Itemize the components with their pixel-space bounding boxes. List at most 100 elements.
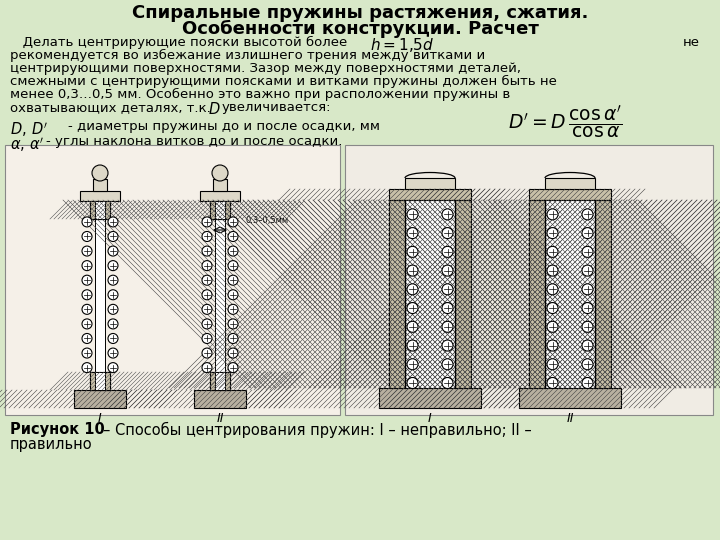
Text: Особенности конструкции. Расчет: Особенности конструкции. Расчет <box>181 20 539 38</box>
Circle shape <box>202 275 212 285</box>
Circle shape <box>82 363 92 373</box>
Circle shape <box>82 232 92 241</box>
Circle shape <box>407 340 418 351</box>
Text: охватывающих деталях, т.к.: охватывающих деталях, т.к. <box>10 101 211 114</box>
Circle shape <box>108 261 118 271</box>
Circle shape <box>407 209 418 220</box>
Circle shape <box>202 348 212 358</box>
Circle shape <box>442 265 453 276</box>
Bar <box>90 372 110 390</box>
Text: 0,3–0,5мм: 0,3–0,5мм <box>245 216 288 225</box>
Circle shape <box>547 246 558 258</box>
Circle shape <box>407 359 418 370</box>
Circle shape <box>442 321 453 332</box>
Circle shape <box>108 319 118 329</box>
Circle shape <box>547 227 558 239</box>
Circle shape <box>582 340 593 351</box>
Text: $D$: $D$ <box>208 101 220 117</box>
Circle shape <box>547 340 558 351</box>
Circle shape <box>582 359 593 370</box>
Circle shape <box>202 261 212 271</box>
Circle shape <box>202 217 212 227</box>
Circle shape <box>228 363 238 373</box>
Circle shape <box>582 284 593 295</box>
Bar <box>5 145 340 415</box>
Circle shape <box>82 348 92 358</box>
Circle shape <box>202 334 212 343</box>
Circle shape <box>407 265 418 276</box>
Bar <box>529 189 611 200</box>
Bar <box>213 179 227 191</box>
Circle shape <box>228 319 238 329</box>
Text: $D' = D\,\dfrac{\cos\alpha'}{\cos\alpha}$: $D' = D\,\dfrac{\cos\alpha'}{\cos\alpha}… <box>508 103 622 140</box>
Text: правильно: правильно <box>10 437 93 452</box>
Bar <box>595 200 611 388</box>
Bar <box>194 390 246 408</box>
Circle shape <box>82 319 92 329</box>
Bar <box>215 219 225 372</box>
Circle shape <box>108 348 118 358</box>
Circle shape <box>442 246 453 258</box>
Circle shape <box>82 246 92 256</box>
Text: $\alpha,\,\alpha'$: $\alpha,\,\alpha'$ <box>10 135 45 153</box>
Circle shape <box>407 284 418 295</box>
Circle shape <box>442 209 453 220</box>
Bar <box>95 372 105 390</box>
Circle shape <box>108 334 118 343</box>
Circle shape <box>108 217 118 227</box>
Bar <box>405 178 455 189</box>
Bar <box>90 372 110 390</box>
Circle shape <box>202 305 212 314</box>
Bar <box>80 191 120 201</box>
Circle shape <box>582 209 593 220</box>
Circle shape <box>547 377 558 388</box>
Circle shape <box>108 363 118 373</box>
Circle shape <box>108 275 118 285</box>
Bar <box>200 191 240 201</box>
Circle shape <box>547 359 558 370</box>
Circle shape <box>442 302 453 314</box>
Circle shape <box>82 334 92 343</box>
Circle shape <box>228 261 238 271</box>
Circle shape <box>582 321 593 332</box>
Bar <box>74 390 126 408</box>
Circle shape <box>82 261 92 271</box>
Text: II: II <box>216 412 224 425</box>
Bar <box>95 201 105 219</box>
Circle shape <box>442 377 453 388</box>
Circle shape <box>407 302 418 314</box>
Circle shape <box>228 348 238 358</box>
Text: центрирующими поверхностями. Зазор между поверхностями деталей,: центрирующими поверхностями. Зазор между… <box>10 62 521 75</box>
Circle shape <box>228 290 238 300</box>
Bar <box>545 200 595 388</box>
Bar <box>379 388 481 408</box>
Bar <box>210 372 230 390</box>
Text: рекомендуется во избежание излишнего трения между витками и: рекомендуется во избежание излишнего тре… <box>10 49 485 62</box>
Circle shape <box>228 305 238 314</box>
Circle shape <box>442 359 453 370</box>
Circle shape <box>547 321 558 332</box>
Bar <box>345 145 713 415</box>
Text: - углы наклона витков до и после осадки.: - углы наклона витков до и после осадки. <box>46 135 343 148</box>
Circle shape <box>547 265 558 276</box>
Bar <box>93 179 107 191</box>
Text: I: I <box>428 412 432 425</box>
Bar <box>210 372 230 390</box>
Circle shape <box>547 284 558 295</box>
Bar <box>215 372 225 390</box>
Circle shape <box>582 265 593 276</box>
Text: I: I <box>98 412 102 425</box>
Bar <box>455 200 471 388</box>
Circle shape <box>82 217 92 227</box>
Text: $h=1{,}5d$: $h=1{,}5d$ <box>370 36 434 54</box>
Circle shape <box>407 377 418 388</box>
Text: – Способы центрирования пружин: I – неправильно; II –: – Способы центрирования пружин: I – непр… <box>103 422 532 438</box>
Text: $D,\,D'$: $D,\,D'$ <box>10 120 48 139</box>
Circle shape <box>108 305 118 314</box>
Bar <box>210 201 230 219</box>
Text: II: II <box>566 412 574 425</box>
Circle shape <box>228 246 238 256</box>
Circle shape <box>82 305 92 314</box>
Circle shape <box>228 334 238 343</box>
Circle shape <box>202 319 212 329</box>
